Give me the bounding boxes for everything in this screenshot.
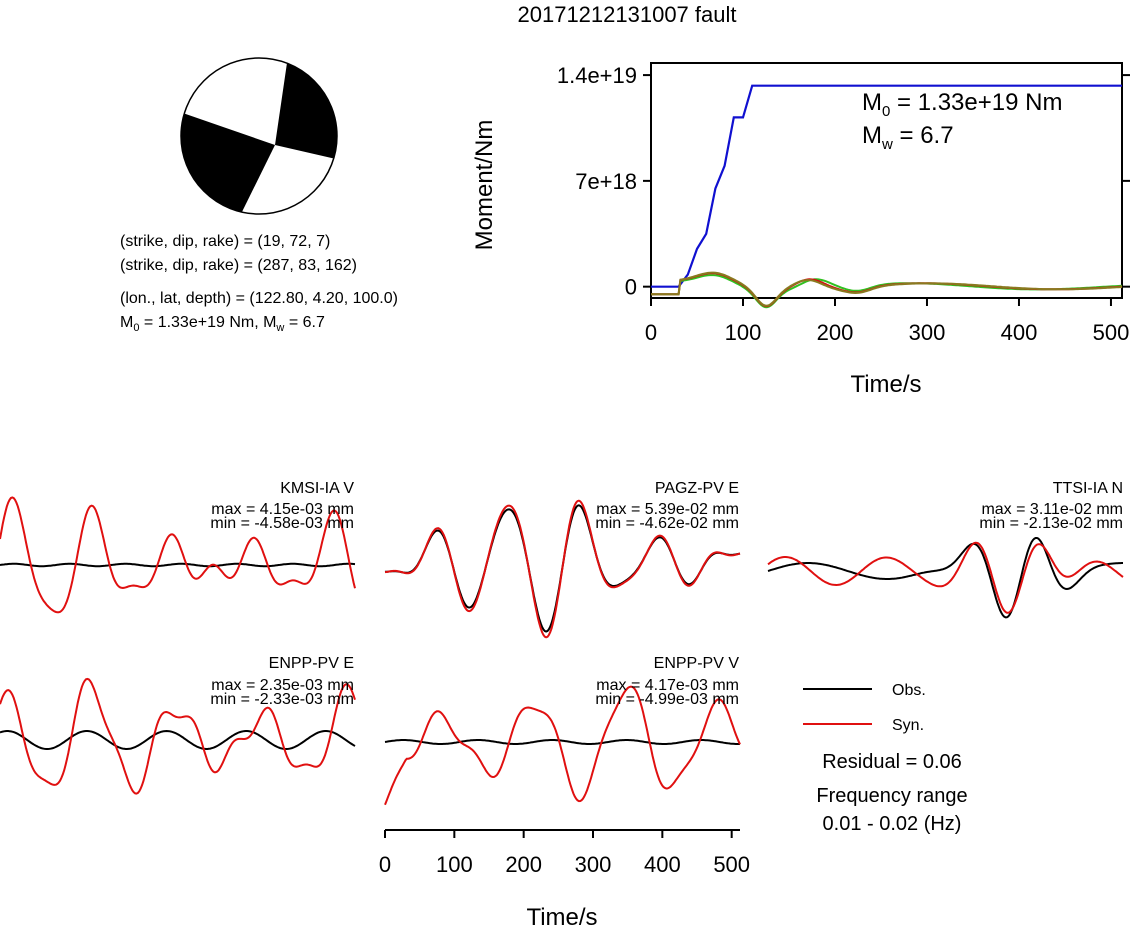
mechanism-line-3: (lon., lat, depth) = (122.80, 4.20, 100.… (120, 290, 398, 307)
moment-rate-line (651, 271, 1123, 307)
station-max: max = 4.15e-03 mm (211, 501, 354, 518)
legend-obs-label: Obs. (892, 682, 926, 699)
mechanism-info: (strike, dip, rake) = (19, 72, 7) (strik… (120, 233, 398, 334)
synthetic-waveform (767, 541, 1124, 614)
moment-annotation-mw: Mw = 6.7 (862, 122, 954, 153)
moment-curves (651, 84, 1123, 309)
station-name: KMSI-IA V (280, 480, 354, 497)
station-max: max = 3.11e-02 mm (981, 501, 1123, 518)
moment-x-tick-label: 100 (725, 320, 762, 345)
station-max: max = 5.39e-02 mm (596, 501, 739, 518)
waveform-x-tick-label: 400 (644, 852, 681, 877)
station-min: min = -2.33e-03 mm (210, 691, 354, 708)
station-max: max = 2.35e-03 mm (211, 677, 354, 694)
waveform-panel (0, 496, 356, 614)
station-name: PAGZ-PV E (655, 480, 739, 497)
waveform-panels (0, 496, 1124, 806)
waveform-x-tick-label: 0 (379, 852, 391, 877)
waveform-x-tick-label: 300 (575, 852, 612, 877)
cumulative-moment-line (651, 84, 1122, 288)
synthetic-waveform (0, 677, 356, 795)
moment-x-label: Time/s (850, 371, 921, 398)
moment-y-label: Moment/Nm (471, 120, 498, 251)
station-name: ENPP-PV V (654, 655, 740, 672)
waveform-panel (384, 499, 741, 639)
moment-x-tick-label: 300 (909, 320, 946, 345)
station-min: min = -4.99e-03 mm (595, 691, 739, 708)
frequency-value: 0.01 - 0.02 (Hz) (823, 813, 962, 835)
moment-x-tick-label: 0 (645, 320, 657, 345)
moment-x-tick-label: 400 (1001, 320, 1038, 345)
moment-x-tick-label: 500 (1093, 320, 1130, 345)
synthetic-waveform (0, 496, 356, 614)
station-name: TTSI-IA N (1053, 480, 1123, 497)
moment-rate-line (651, 274, 1123, 309)
waveform-x-ticks: 0 100 200 300 400 500 (379, 830, 750, 877)
moment-annotation-m0: M0 = 1.33e+19 Nm (862, 89, 1062, 120)
observed-waveform (0, 729, 356, 750)
moment-y-tick-label: 0 (625, 275, 637, 300)
moment-x-axis: 0 100 200 300 400 500 (645, 298, 1129, 345)
waveform-x-tick-label: 100 (436, 852, 473, 877)
moment-y-tick-label: 1.4e+19 (557, 63, 637, 88)
observed-waveform (0, 562, 356, 568)
station-min: min = -2.13e-02 mm (979, 515, 1123, 532)
waveform-panel (767, 537, 1124, 619)
synthetic-waveform (384, 685, 741, 806)
moment-x-tick-label: 200 (817, 320, 854, 345)
waveform-panel (0, 677, 356, 795)
waveform-x-label: Time/s (526, 904, 597, 927)
observed-waveform (384, 739, 740, 745)
mechanism-line-1: (strike, dip, rake) = (19, 72, 7) (120, 233, 330, 250)
legend: Obs. Syn. Residual = 0.06 Frequency rang… (803, 682, 968, 835)
beachball (180, 57, 338, 215)
residual-text: Residual = 0.06 (822, 751, 962, 773)
station-name: ENPP-PV E (269, 655, 354, 672)
mechanism-line-2: (strike, dip, rake) = (287, 83, 162) (120, 257, 357, 274)
mechanism-line-4: M0 = 1.33e+19 Nm, Mw = 6.7 (120, 314, 325, 334)
legend-syn-label: Syn. (892, 717, 924, 734)
synthetic-waveform (384, 499, 741, 639)
station-min: min = -4.58e-03 mm (210, 515, 354, 532)
frequency-label: Frequency range (816, 785, 967, 807)
waveform-panel (384, 685, 741, 806)
waveform-x-tick-label: 200 (505, 852, 542, 877)
moment-y-tick-label: 7e+18 (575, 169, 637, 194)
observed-waveform (767, 537, 1123, 619)
waveform-time-axis: 0 100 200 300 400 500 Time/s (379, 829, 750, 927)
station-labels: KMSI-IA V max = 4.15e-03 mm min = -4.58e… (210, 480, 1123, 708)
station-min: min = -4.62e-02 mm (595, 515, 739, 532)
moment-y-axis: 1.4e+19 7e+18 0 (557, 63, 1130, 300)
station-max: max = 4.17e-03 mm (596, 677, 739, 694)
figure-title: 20171212131007 fault (518, 2, 737, 27)
moment-plot: 1.4e+19 7e+18 0 0 100 200 300 400 500 Moment/Nm… (471, 62, 1130, 398)
waveform-x-tick-label: 500 (713, 852, 750, 877)
